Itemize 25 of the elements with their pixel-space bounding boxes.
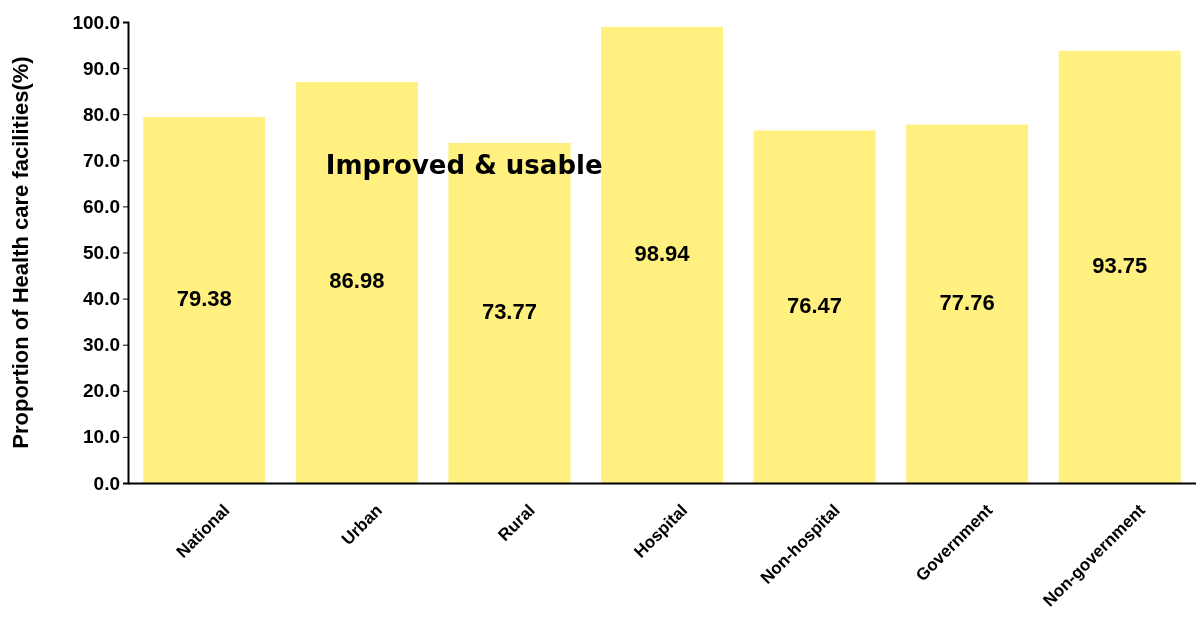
- y-tick-label: 30.0: [83, 334, 120, 356]
- bar: [753, 130, 876, 483]
- y-tick-label: 100.0: [72, 11, 120, 33]
- y-tick-label: 60.0: [83, 195, 120, 217]
- data-label: 79.38: [176, 285, 232, 311]
- data-label: 86.98: [329, 268, 385, 294]
- y-axis-title: Proportion of Health care facilities(%): [8, 56, 33, 449]
- annotation: Improved & usable: [325, 150, 603, 181]
- bar: [1058, 50, 1181, 483]
- data-label: 93.75: [1092, 252, 1148, 278]
- bar: [906, 124, 1029, 483]
- bar: [600, 26, 724, 483]
- data-label: 98.94: [634, 240, 691, 266]
- y-tick-label: 90.0: [83, 57, 120, 79]
- y-tick-label: 40.0: [83, 288, 120, 310]
- y-tick-label: 70.0: [83, 149, 120, 171]
- y-tick-label: 50.0: [83, 242, 120, 264]
- y-tick-label: 0.0: [93, 472, 120, 494]
- y-tick-label: 20.0: [83, 380, 120, 402]
- data-label: 77.76: [939, 289, 995, 315]
- data-label: 73.77: [481, 298, 537, 324]
- data-label: 76.47: [787, 292, 843, 318]
- y-tick-label: 80.0: [83, 103, 120, 125]
- y-tick-label: 10.0: [83, 426, 120, 448]
- bar: [143, 117, 266, 483]
